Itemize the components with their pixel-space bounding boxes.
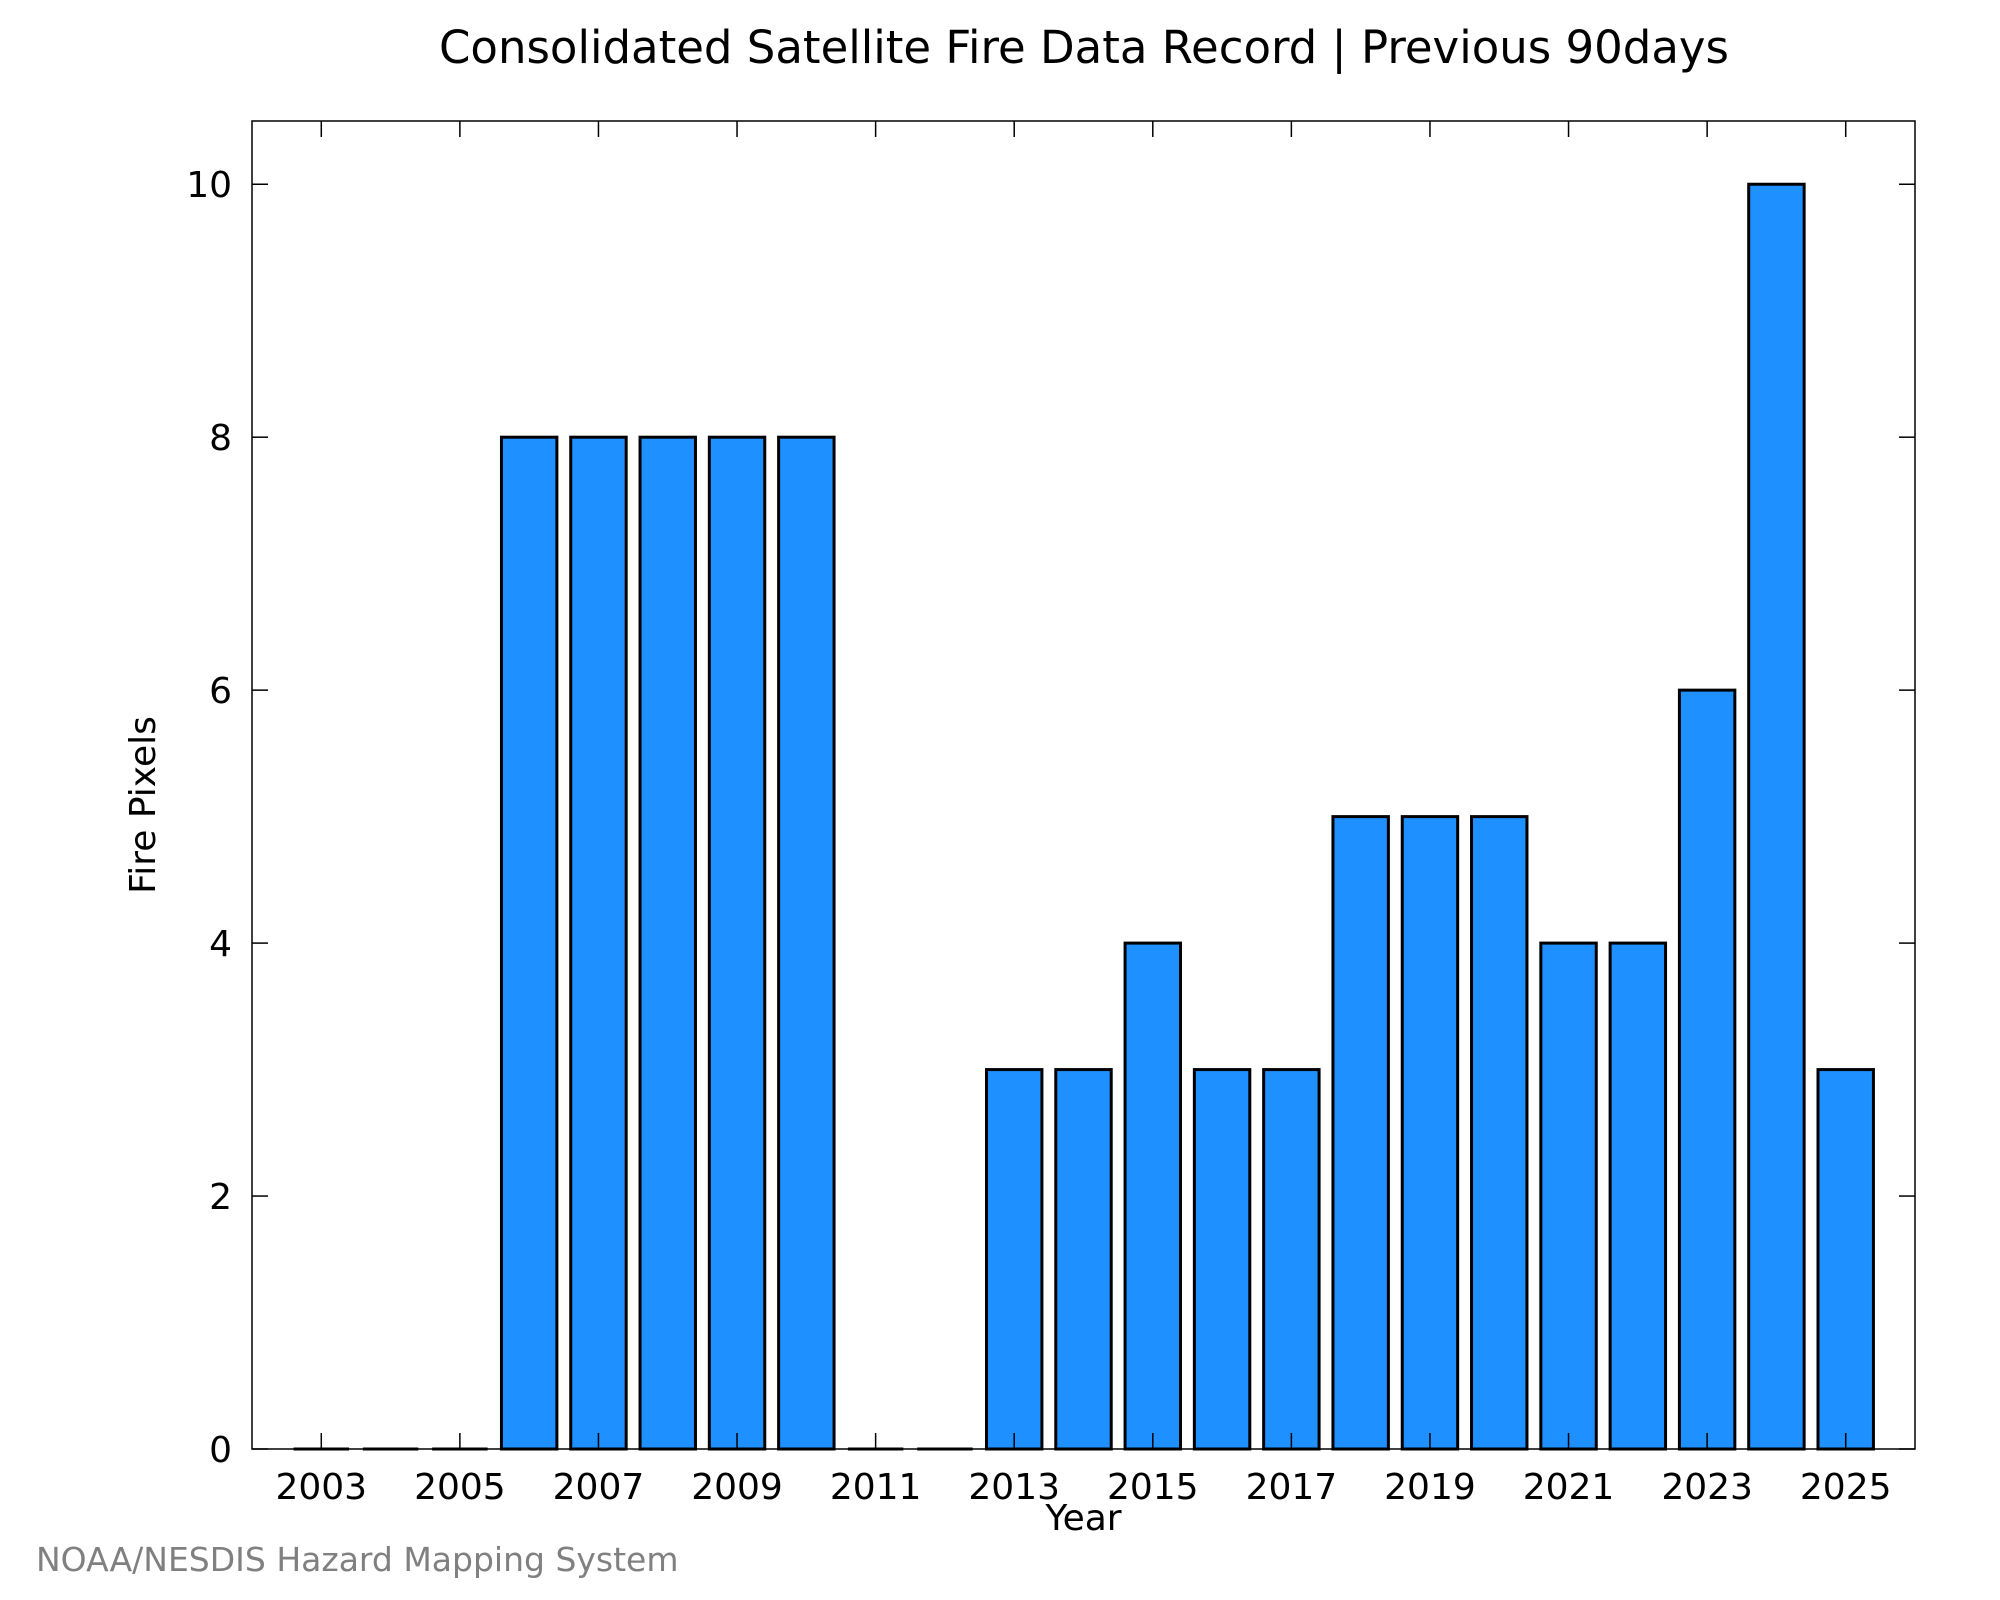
y-tick-label-10: 10 (186, 165, 232, 206)
x-tick-label-2009: 2009 (691, 1467, 783, 1508)
bar-2009 (707, 435, 767, 1451)
bar-2010 (777, 435, 836, 1451)
bar-2007 (569, 435, 628, 1451)
bar-2013 (984, 1068, 1044, 1451)
bar-2018 (1331, 815, 1390, 1451)
axis-ticks-group: 2003 2005 2007 2009 2011 2013 2015 2017 2019 2021… (186, 121, 1915, 1508)
x-tick-label-2003: 2003 (275, 1467, 367, 1508)
plot-frame (251, 120, 1916, 1450)
bar-2015 (1123, 941, 1183, 1451)
x-tick-label-2005: 2005 (414, 1467, 506, 1508)
chart-title: Consolidated Satellite Fire Data Record … (439, 21, 1729, 74)
bar-2006 (499, 435, 559, 1451)
bars-group (293, 182, 1875, 1451)
source-credit: NOAA/NESDIS Hazard Mapping System (36, 1540, 679, 1579)
x-tick-label-2013: 2013 (968, 1467, 1060, 1508)
x-tick-label-2007: 2007 (553, 1467, 645, 1508)
x-tick-label-2015: 2015 (1107, 1467, 1199, 1508)
bar-2020 (1470, 815, 1529, 1451)
y-axis-label: Fire Pixels (123, 716, 164, 894)
bar-2019 (1400, 815, 1460, 1451)
y-tick-label-6: 6 (209, 671, 232, 712)
bar-2014 (1054, 1068, 1113, 1451)
x-tick-label-2019: 2019 (1384, 1467, 1476, 1508)
x-tick-label-2023: 2023 (1661, 1467, 1753, 1508)
x-tick-label-2021: 2021 (1523, 1467, 1615, 1508)
y-tick-label-2: 2 (209, 1177, 232, 1218)
bar-2024 (1747, 182, 1806, 1451)
bar-2021 (1539, 941, 1598, 1451)
bar-2022 (1608, 941, 1668, 1451)
bar-2017 (1262, 1068, 1321, 1451)
bar-2008 (638, 435, 697, 1451)
bar-2025 (1816, 1068, 1875, 1451)
y-tick-label-4: 4 (209, 924, 232, 965)
x-tick-label-2011: 2011 (830, 1467, 922, 1508)
y-tick-label-8: 8 (209, 418, 232, 459)
bar-2016 (1192, 1068, 1252, 1451)
bar-2023 (1677, 688, 1737, 1451)
y-tick-label-0: 0 (209, 1430, 232, 1471)
x-tick-label-2025: 2025 (1800, 1467, 1892, 1508)
x-tick-label-2017: 2017 (1246, 1467, 1338, 1508)
x-axis-label: Year (1044, 1498, 1121, 1539)
